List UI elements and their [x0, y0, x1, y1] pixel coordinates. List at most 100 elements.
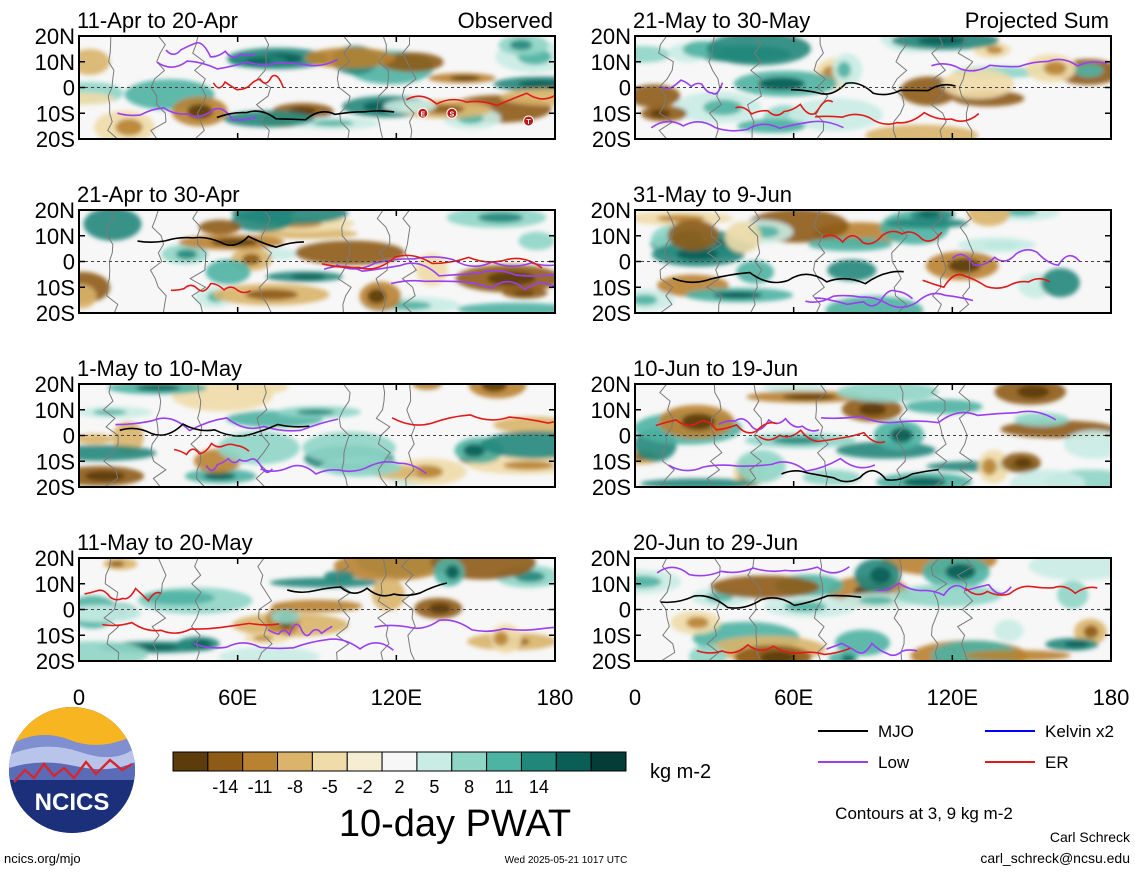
y-tick-label: 20S — [592, 301, 631, 326]
y-tick-label: 10N — [591, 572, 631, 597]
y-tick-label: 10S — [36, 623, 75, 648]
storm-marker — [523, 115, 535, 127]
x-tick-label: 60E — [218, 685, 257, 710]
colorbar-swatch — [381, 751, 418, 772]
y-tick-label: 20N — [591, 198, 631, 223]
svg-text:T: T — [526, 119, 531, 126]
y-tick-label: 20N — [591, 546, 631, 571]
contour-note: Contours at 3, 9 kg m-2 — [835, 804, 1013, 823]
legend-label: Low — [878, 753, 910, 772]
logo-text: NCICS — [35, 789, 110, 816]
colorbar-tick-label: 11 — [495, 777, 514, 797]
colorbar-swatch — [451, 751, 488, 772]
colorbar-swatch — [486, 751, 522, 772]
x-tick-label: 180 — [537, 685, 574, 710]
y-tick-label: 20N — [35, 372, 75, 397]
legend-label: Kelvin x2 — [1045, 722, 1114, 741]
y-tick-label: 0 — [63, 598, 75, 623]
panel-title: 20-Jun to 29-Jun — [633, 530, 798, 555]
x-tick-label: 0 — [73, 685, 85, 710]
ncics-logo: NCICS — [9, 707, 135, 833]
panel-title: 10-Jun to 19-Jun — [633, 356, 798, 381]
legend-label: MJO — [878, 722, 914, 741]
y-tick-label: 10N — [35, 224, 75, 249]
y-tick-label: 20N — [35, 198, 75, 223]
y-tick-label: 20S — [36, 475, 75, 500]
panel-tag: Observed — [458, 8, 553, 33]
colorbar-swatch — [555, 751, 592, 772]
figure-title: 10-day PWAT — [339, 803, 571, 845]
legend: MJO Kelvin x2 Low ER — [818, 722, 1114, 772]
y-tick-label: 10N — [591, 50, 631, 75]
svg-text:E: E — [420, 111, 425, 118]
colorbar-tick-label: -2 — [357, 777, 373, 797]
x-tick-label: 120E — [927, 685, 978, 710]
storm-marker — [417, 107, 429, 119]
y-tick-label: 10S — [36, 275, 75, 300]
y-tick-label: 10S — [592, 275, 631, 300]
colorbar-tick-label: -8 — [287, 777, 303, 797]
colorbar-swatch — [172, 751, 209, 772]
y-tick-label: 0 — [63, 76, 75, 101]
y-tick-label: 10S — [592, 623, 631, 648]
panel-title: 21-May to 30-May — [633, 8, 810, 33]
panel-title: 11-May to 20-May — [77, 530, 253, 555]
colorbar-tick-label: 8 — [464, 777, 474, 797]
colorbar-swatch — [207, 751, 244, 772]
y-tick-label: 10S — [592, 101, 631, 126]
panel-title: 31-May to 9-Jun — [633, 182, 792, 207]
y-tick-label: 20N — [35, 24, 75, 49]
source-link: ncics.org/mjo — [4, 851, 81, 866]
y-tick-label: 20N — [35, 546, 75, 571]
colorbar-units: kg m-2 — [650, 761, 711, 783]
y-tick-label: 0 — [63, 424, 75, 449]
colorbar-swatch — [590, 751, 627, 772]
x-tick-label: 120E — [371, 685, 422, 710]
y-tick-label: 20S — [36, 301, 75, 326]
y-tick-label: 20S — [592, 475, 631, 500]
author-name: Carl Schreck — [1050, 829, 1131, 845]
panel-title: 11-Apr to 20-Apr — [77, 8, 238, 33]
y-tick-label: 0 — [619, 598, 631, 623]
timestamp: Wed 2025-05-21 1017 UTC — [505, 855, 628, 866]
y-tick-label: 10N — [35, 398, 75, 423]
y-tick-label: 20S — [592, 649, 631, 674]
svg-text:S: S — [450, 111, 455, 118]
colorbar-tick-label: 2 — [394, 777, 404, 797]
colorbar-tick-label: -5 — [322, 777, 338, 797]
storm-marker — [446, 107, 458, 119]
y-tick-label: 10S — [36, 449, 75, 474]
colorbar-swatch — [277, 751, 313, 772]
y-tick-label: 10S — [592, 449, 631, 474]
y-tick-label: 0 — [619, 250, 631, 275]
y-tick-label: 10N — [591, 224, 631, 249]
colorbar-swatch — [311, 751, 348, 772]
x-tick-label: 60E — [774, 685, 813, 710]
colorbar-tick-label: -11 — [248, 777, 273, 797]
colorbar-swatch — [520, 751, 557, 772]
y-tick-label: 0 — [619, 424, 631, 449]
panel-title: 1-May to 10-May — [77, 356, 242, 381]
colorbar: -14 -11 -8 -5 -2 2 5 8 11 14 — [172, 751, 627, 797]
colorbar-swatch — [416, 751, 453, 772]
y-tick-label: 10N — [591, 398, 631, 423]
x-tick-label: 180 — [1093, 685, 1130, 710]
y-tick-label: 10S — [36, 101, 75, 126]
panel-title: 21-Apr to 30-Apr — [77, 182, 240, 207]
y-tick-label: 20S — [592, 127, 631, 152]
x-tick-label: 0 — [629, 685, 641, 710]
y-tick-label: 0 — [63, 250, 75, 275]
y-tick-label: 10N — [35, 50, 75, 75]
author-email: carl_schreck@ncsu.edu — [980, 850, 1130, 866]
y-tick-label: 20N — [591, 372, 631, 397]
y-tick-label: 20S — [36, 649, 75, 674]
